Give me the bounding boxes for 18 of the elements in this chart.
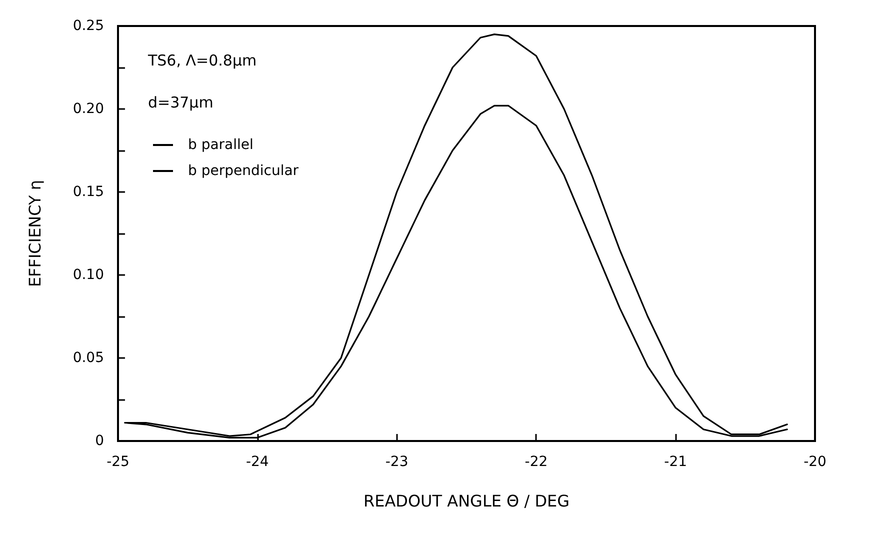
- x-tick-label: -25: [106, 454, 130, 470]
- x-tick-label: -24: [246, 454, 269, 470]
- legend-label: b perpendicular: [188, 163, 299, 179]
- y-tick-label: 0.25: [72, 18, 104, 34]
- y-tick-label: 0.15: [72, 184, 104, 200]
- legend-label: b parallel: [188, 137, 254, 153]
- x-tick-label: -23: [385, 454, 408, 470]
- x-axis-title: READOUT ANGLE Θ / DEG: [363, 492, 570, 510]
- y-tick-label: 0: [95, 433, 104, 449]
- annotation: TS6, Λ=0.8μm: [147, 52, 257, 70]
- y-axis-title: EFFICIENCY η: [26, 180, 44, 288]
- y-tick-label: 0.05: [72, 350, 104, 366]
- y-tick-label: 0.20: [72, 101, 104, 117]
- x-tick-label: -22: [524, 454, 548, 470]
- y-tick-label: 0.10: [72, 267, 104, 283]
- annotation: d=37μm: [148, 94, 214, 112]
- x-tick-label: -20: [804, 454, 826, 470]
- x-tick-label: -21: [664, 454, 688, 470]
